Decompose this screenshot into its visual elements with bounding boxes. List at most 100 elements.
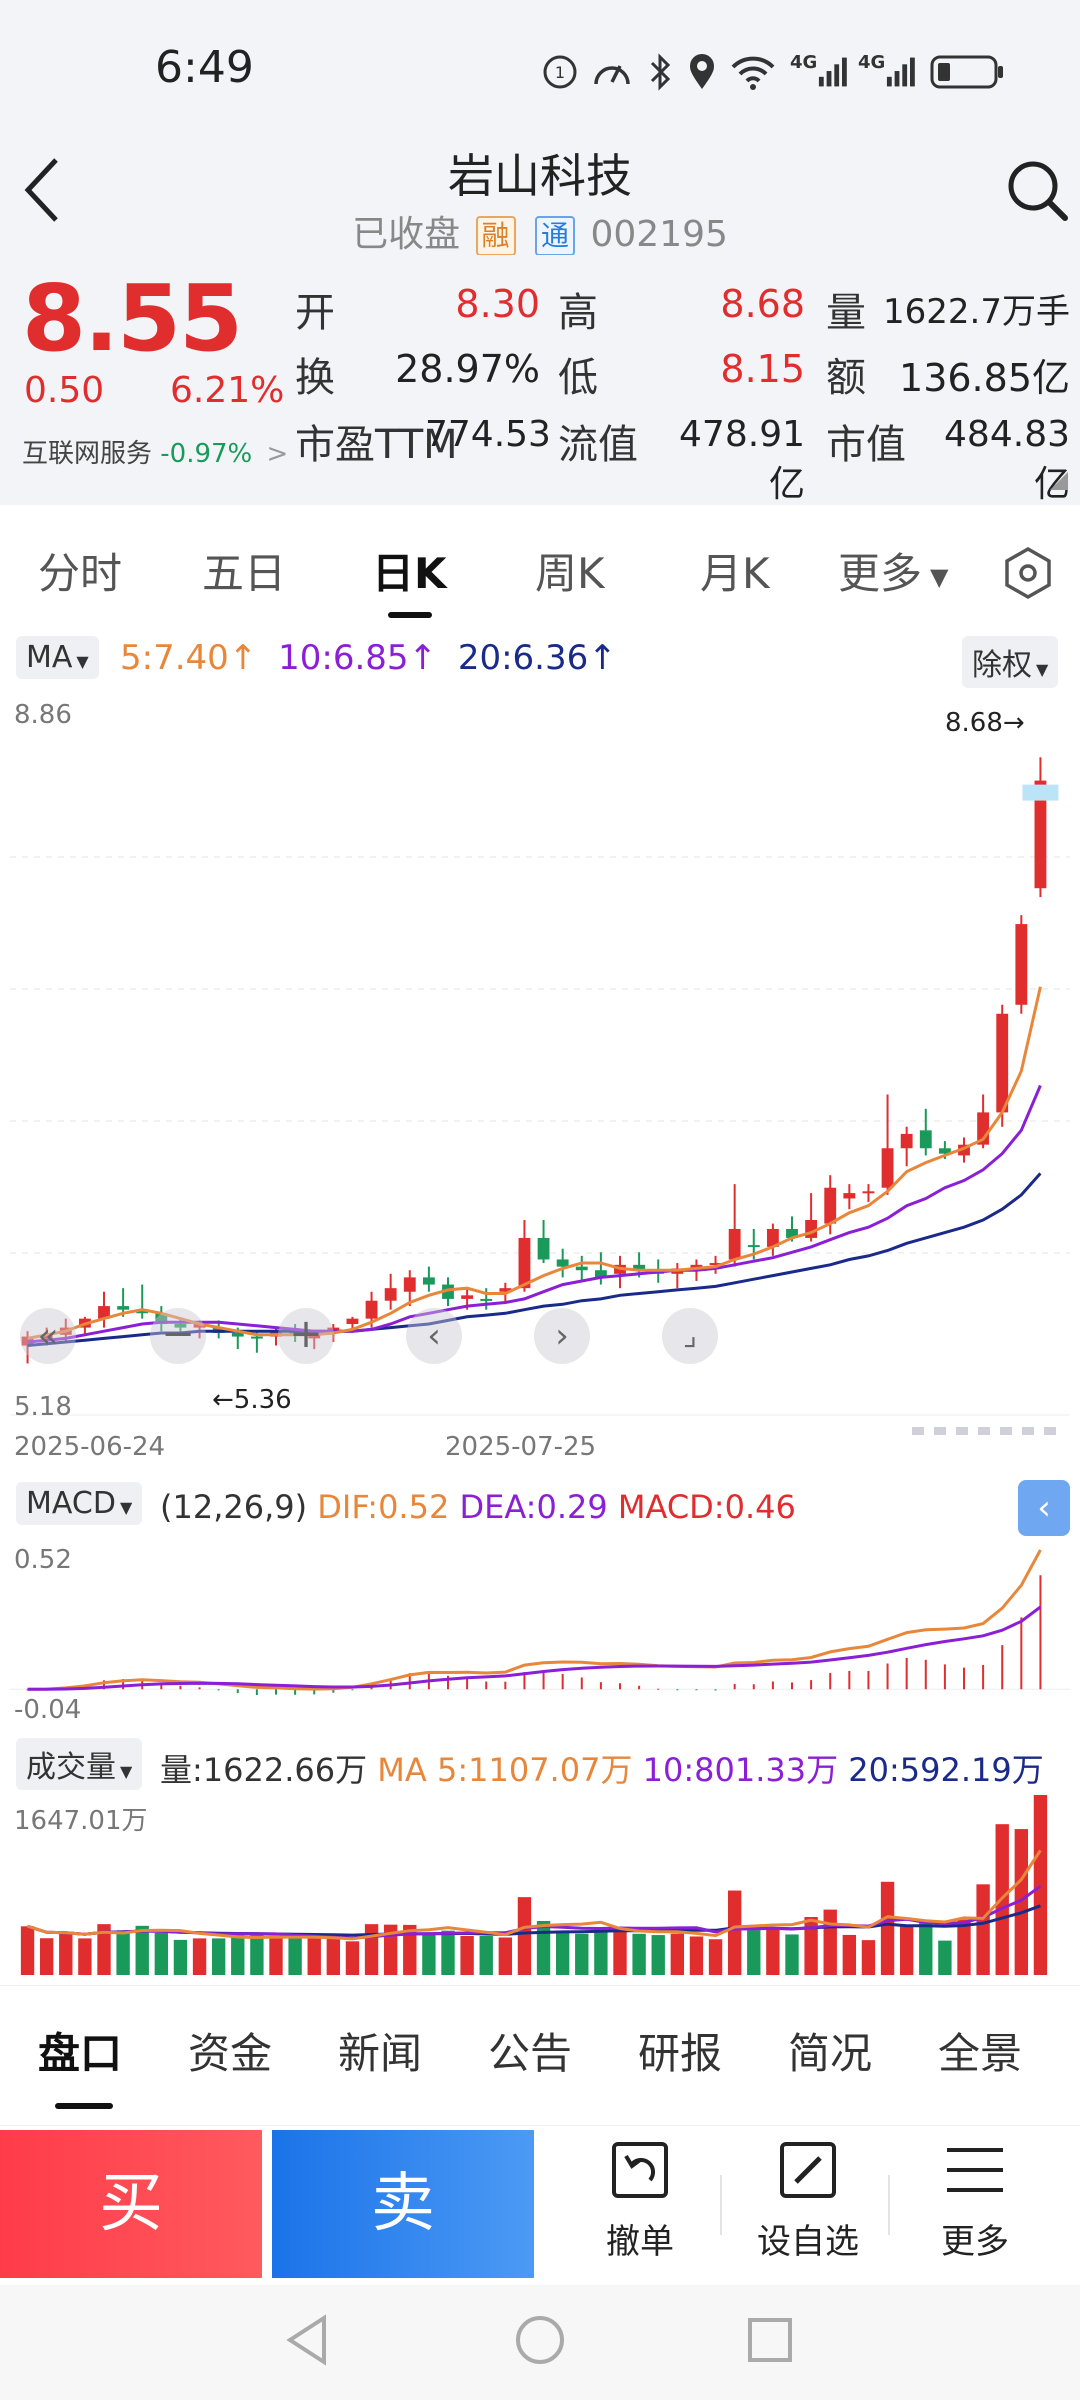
candle-body (996, 1013, 1009, 1113)
candle-body (117, 1306, 130, 1310)
add-watchlist-button[interactable]: 设自选 (728, 2140, 888, 2263)
indicator-dropdown-macd[interactable]: MACD ▼ (16, 1482, 143, 1525)
tab-capital[interactable]: 资金 (188, 2029, 273, 2078)
volume-bar (422, 1933, 436, 1975)
back-button[interactable] (20, 150, 90, 240)
open-label: 开 (295, 290, 335, 336)
tab-weekly-k[interactable]: 周K (535, 549, 605, 598)
volume-bar (173, 1939, 188, 1975)
bluetooth-icon (645, 52, 675, 92)
tab-overview[interactable]: 全景 (938, 2029, 1023, 2078)
undo-icon (612, 2142, 668, 2198)
scroll-right-button[interactable]: › (534, 1308, 590, 1364)
active-tab-indicator (55, 2103, 113, 2109)
more-menu-button[interactable]: 更多 (895, 2140, 1055, 2263)
volume-bar (383, 1924, 398, 1975)
volume-bar (39, 1938, 54, 1975)
volume-bar (708, 1939, 723, 1975)
scroll-indicator (1044, 1427, 1056, 1435)
tab-daily-k[interactable]: 日K (372, 549, 447, 598)
candle-body (881, 1148, 894, 1188)
quote-panel (0, 255, 1080, 505)
candlestick-chart[interactable] (0, 695, 1080, 1435)
tab-profile[interactable]: 简况 (788, 2029, 873, 2078)
volume-bar (594, 1928, 608, 1975)
expand-panel-button[interactable]: ‹ (1018, 1480, 1070, 1536)
low-label: 低 (558, 355, 598, 401)
x-label-start: 2025-06-24 (14, 1432, 166, 1462)
tab-five-day[interactable]: 五日 (202, 549, 287, 598)
tab-monthly-k[interactable]: 月K (700, 549, 770, 598)
system-nav-bar (0, 2285, 1080, 2400)
adjust-dropdown[interactable]: 除权 ▼ (962, 636, 1059, 688)
divider (888, 2175, 890, 2235)
expand-corner-icon[interactable] (1050, 472, 1068, 490)
candle-body (958, 1144, 970, 1156)
nav-home-button[interactable] (510, 2310, 570, 2370)
zoom-out-button[interactable]: − (150, 1308, 206, 1364)
tab-news[interactable]: 新闻 (338, 2029, 423, 2078)
candle-body (231, 1332, 244, 1337)
scroll-left-button[interactable]: ‹ (406, 1308, 462, 1364)
zoom-in-button[interactable]: + (278, 1308, 334, 1364)
candle-body (633, 1264, 646, 1271)
volume-chart[interactable] (0, 1785, 1080, 1980)
market-status: 已收盘 (352, 214, 461, 255)
volume-bar (231, 1935, 245, 1975)
market-cap-label: 市值 (826, 422, 906, 468)
volume-bar (211, 1938, 226, 1975)
ma5-line (27, 986, 1042, 1340)
caret-down-icon: ▼ (1036, 660, 1049, 679)
ma20-value: 20:6.36↑ (457, 638, 617, 678)
high-value: 8.68 (720, 282, 805, 326)
stock-code: 002195 (590, 214, 728, 255)
macd-params: (12,26,9) (160, 1488, 308, 1526)
tab-more[interactable]: 更多 ▼ (838, 549, 949, 598)
chart-settings-button[interactable] (1000, 545, 1056, 601)
candle-body (747, 1245, 760, 1248)
detail-tabs (0, 1985, 1080, 2115)
connect-tag[interactable]: 通 (535, 216, 576, 256)
scroll-indicator (1000, 1427, 1012, 1435)
scroll-left-fast-button[interactable]: « (20, 1308, 76, 1364)
indicator-dropdown-volume[interactable]: 成交量 ▼ (16, 1738, 143, 1790)
sell-button[interactable]: 卖 (272, 2130, 534, 2278)
location-icon (685, 52, 719, 92)
y-max-label: 8.86 (14, 700, 72, 730)
volume-bar (575, 1933, 589, 1975)
tab-announcements[interactable]: 公告 (488, 2029, 573, 2078)
volume-bar (899, 1925, 914, 1975)
nav-recents-button[interactable] (740, 2310, 800, 2370)
hexagon-settings-icon (1005, 546, 1051, 600)
nav-back-button[interactable] (280, 2310, 340, 2370)
candle-body (786, 1228, 798, 1238)
last-price: 8.55 (22, 265, 243, 372)
volume-bar (1033, 1795, 1048, 1975)
volume-bar (116, 1930, 130, 1975)
stock-subline: 已收盘 融 通 002195 (0, 205, 1080, 257)
volume-label: 量 (826, 290, 866, 336)
sector-link[interactable]: 互联网服务 -0.97% > (22, 433, 288, 470)
tab-research[interactable]: 研报 (638, 2029, 723, 2078)
search-button[interactable] (1005, 158, 1069, 222)
caret-down-icon: ▼ (119, 1498, 133, 1517)
vol-ma10: 10:801.33万 (642, 1751, 839, 1789)
tab-order-book[interactable]: 盘口 (38, 2029, 123, 2078)
volume-bar (842, 1934, 857, 1975)
indicator-dropdown-ma[interactable]: MA ▼ (16, 636, 99, 679)
fullscreen-button[interactable]: ⌟ (662, 1308, 718, 1364)
candle-body (461, 1295, 474, 1299)
cancel-order-button[interactable]: 撤单 (560, 2140, 720, 2263)
margin-tag[interactable]: 融 (475, 216, 516, 256)
caret-down-icon: ▼ (120, 1762, 133, 1781)
market-cap-value: 484.83亿 (944, 414, 1070, 505)
macd-chart[interactable] (0, 1530, 1080, 1720)
volume-bar (766, 1928, 780, 1975)
candle-body (843, 1193, 856, 1199)
volume-bar (479, 1935, 493, 1975)
volume-bar (957, 1919, 971, 1975)
buy-button[interactable]: 买 (0, 2130, 262, 2278)
tab-intraday[interactable]: 分时 (38, 549, 123, 598)
candle-body (1015, 924, 1028, 1005)
volume-bar (135, 1925, 149, 1975)
